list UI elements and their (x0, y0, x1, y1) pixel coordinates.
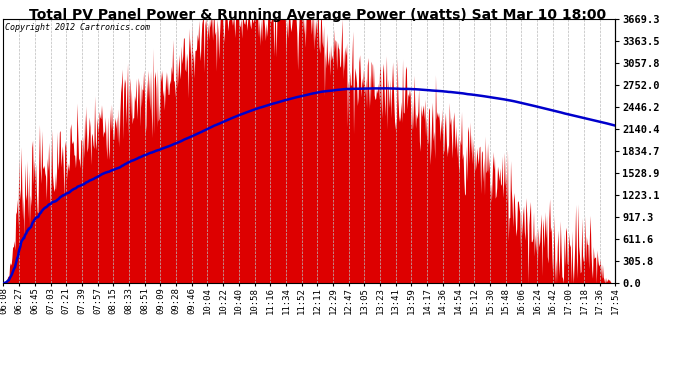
Text: Copyright 2012 Cartronics.com: Copyright 2012 Cartronics.com (6, 23, 150, 32)
Text: Total PV Panel Power & Running Average Power (watts) Sat Mar 10 18:00: Total PV Panel Power & Running Average P… (29, 8, 606, 22)
